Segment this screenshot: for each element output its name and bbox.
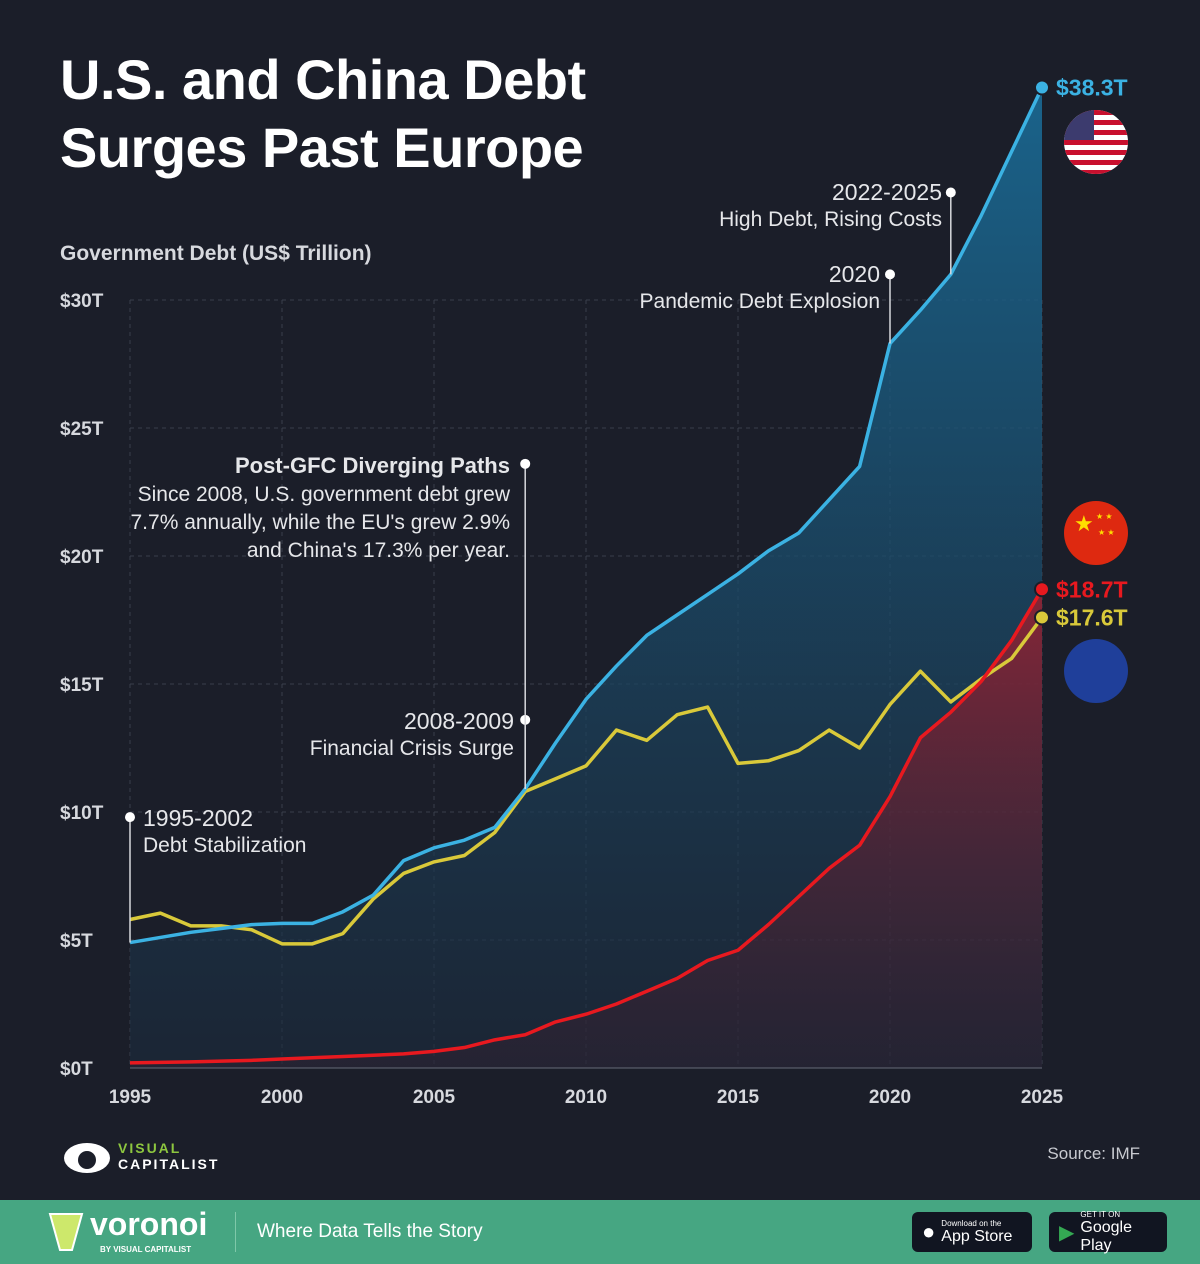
annotation-dot (945, 187, 956, 198)
logo-line-2: CAPITALIST (118, 1156, 220, 1172)
google-play-button[interactable]: ▶ GET IT ON Google Play (1049, 1209, 1167, 1254)
annotation-dot (885, 269, 895, 280)
end-value-label: $18.7T (1056, 576, 1128, 602)
end-point (1034, 609, 1050, 626)
y-tick-label: $25T (60, 419, 104, 440)
annotation-dot (125, 812, 135, 823)
tagline: Where Data Tells the Story (257, 1221, 483, 1242)
end-point (1034, 581, 1050, 598)
annotation-title: 2022-2025 (832, 179, 942, 205)
app-store-button[interactable]: ● Download on the App Store (912, 1212, 1032, 1252)
visual-capitalist-logo: VISUAL CAPITALIST (62, 1138, 219, 1174)
logo-line-1: VISUAL (118, 1140, 182, 1156)
china-line (129, 588, 1044, 1065)
y-tick-label: $30T (60, 291, 104, 312)
annotation-2022: 2022-2025 High Debt, Rising Costs (719, 178, 942, 234)
divider (235, 1212, 236, 1252)
voronoi-brand-sub: BY VISUAL CAPITALIST (100, 1245, 192, 1254)
x-tick-label: 2025 (1021, 1087, 1064, 1108)
app-store-small: Download on the (941, 1218, 1002, 1228)
x-tick-label: 2020 (869, 1087, 911, 1108)
annotation-2008: 2008-2009 Financial Crisis Surge (310, 707, 514, 763)
eu-flag-icon (1064, 639, 1128, 703)
us-flag-icon (1064, 110, 1128, 174)
y-tick-label: $5T (60, 931, 93, 952)
eu-line (129, 616, 1044, 946)
annotation-text: 7.7% annually, while the EU's grew 2.9% (130, 511, 511, 534)
x-tick-label: 2010 (565, 1087, 607, 1108)
china-area (130, 589, 1042, 1068)
svg-text:★: ★ (1074, 511, 1094, 536)
voronoi-brand: voronoi (90, 1206, 208, 1242)
play-icon: ▶ (1059, 1221, 1075, 1244)
svg-text:★ ★: ★ ★ (1096, 512, 1113, 521)
end-point (1034, 79, 1050, 96)
annotation-text: High Debt, Rising Costs (719, 208, 942, 231)
chart-title: U.S. and China Debt Surges Past Europe (60, 46, 586, 182)
annotation-text: and China's 17.3% per year. (246, 539, 510, 562)
annotation-text: Pandemic Debt Explosion (639, 290, 880, 313)
svg-text:★ ★: ★ ★ (1098, 528, 1115, 537)
x-tick-label: 2005 (413, 1087, 456, 1108)
us-area (130, 87, 1042, 1068)
annotation-text: Debt Stabilization (143, 834, 307, 857)
y-tick-label: $10T (60, 803, 104, 824)
footer-bar: voronoi BY VISUAL CAPITALIST Where Data … (0, 1200, 1200, 1264)
china-flag-icon: ★ ★ ★★ ★ (1064, 501, 1128, 565)
play-small: GET IT ON (1080, 1209, 1121, 1219)
annotation-2020: 2020 Pandemic Debt Explosion (640, 260, 880, 316)
x-tick-label: 1995 (109, 1087, 152, 1108)
title-line-1: U.S. and China Debt (60, 48, 586, 111)
y-tick-label: $0T (60, 1059, 93, 1080)
x-tick-label: 2000 (261, 1087, 303, 1108)
annotation-text: Financial Crisis Surge (309, 737, 514, 760)
y-tick-label: $20T (60, 547, 104, 568)
y-tick-label: $15T (60, 675, 104, 696)
x-tick-label: 2015 (717, 1087, 760, 1108)
apple-icon: ● (922, 1219, 936, 1244)
annotation-title: 1995-2002 (143, 805, 253, 831)
end-value-label: $17.6T (1056, 604, 1128, 630)
title-line-2: Surges Past Europe (60, 116, 584, 179)
vc-logo-icon (64, 1143, 110, 1173)
annotation-title: 2020 (828, 261, 880, 287)
annotation-text: Since 2008, U.S. government debt grew (137, 483, 510, 506)
annotation-title: Post-GFC Diverging Paths (234, 453, 510, 478)
annotation-1995: 1995-2002 Debt Stabilization (143, 804, 306, 860)
app-store-big: App Store (941, 1227, 1013, 1245)
y-axis-label: Government Debt (US$ Trillion) (60, 242, 372, 265)
end-value-label: $38.3T (1056, 75, 1128, 101)
source-note: Source: IMF (1047, 1144, 1140, 1163)
annotation-title: 2008-2009 (404, 708, 514, 734)
annotation-post-gfc: Post-GFC Diverging Paths Since 2008, U.S.… (131, 452, 511, 565)
line-chart: $0T $5T $10T $15T $20T $25T $30T 1995 2000 2005 20… (60, 75, 1128, 1108)
voronoi-logo-icon (48, 1213, 84, 1251)
play-big: Google Play (1080, 1218, 1132, 1254)
annotation-dot (520, 458, 531, 469)
